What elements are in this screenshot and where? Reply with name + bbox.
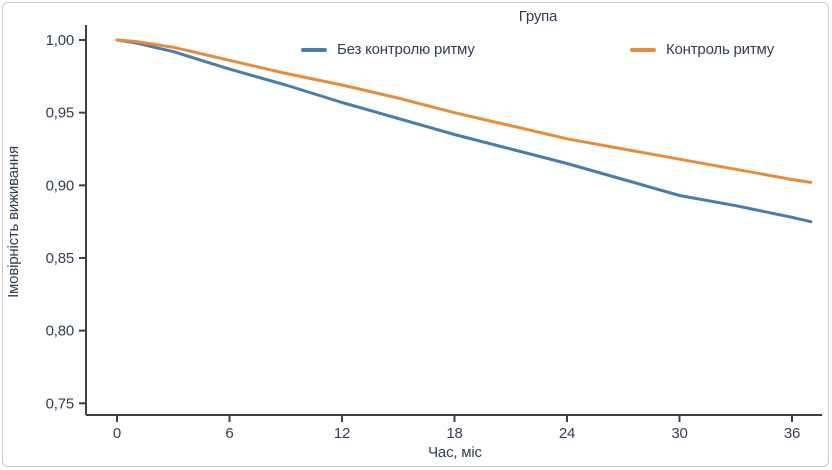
series-line-0 [115,38,813,224]
legend-line-swatch-icon [301,47,327,52]
legend-title: Група [518,8,558,25]
legend-entry-rhythm-control: Контроль ритму [630,41,774,58]
x-tick-label: 18 [446,425,462,442]
legend-line-swatch-icon [630,47,656,52]
x-tick-label: 36 [784,425,800,442]
y-tick-label: 1,00 [46,32,74,49]
legend-label: Контроль ритму [666,41,775,58]
legend-entry-no-rhythm-control: Без контролю ритму [301,41,475,58]
x-tick-label: 0 [113,425,121,442]
x-tick-label: 30 [671,425,687,442]
x-axis-title: Час, міс [428,444,482,461]
series-line-1 [115,38,813,184]
y-tick-label: 0,85 [46,250,74,267]
y-tick-label: 0,95 [46,105,74,122]
x-tick-label: 6 [225,425,233,442]
x-tick-label: 12 [334,425,350,442]
x-tick-label: 24 [559,425,575,442]
y-tick-label: 0,75 [46,395,74,412]
y-tick-label: 0,90 [46,177,74,194]
y-axis-title: Імовірність виживання [5,146,22,298]
legend-label: Без контролю ритму [337,41,475,58]
y-tick-label: 0,80 [46,323,74,340]
